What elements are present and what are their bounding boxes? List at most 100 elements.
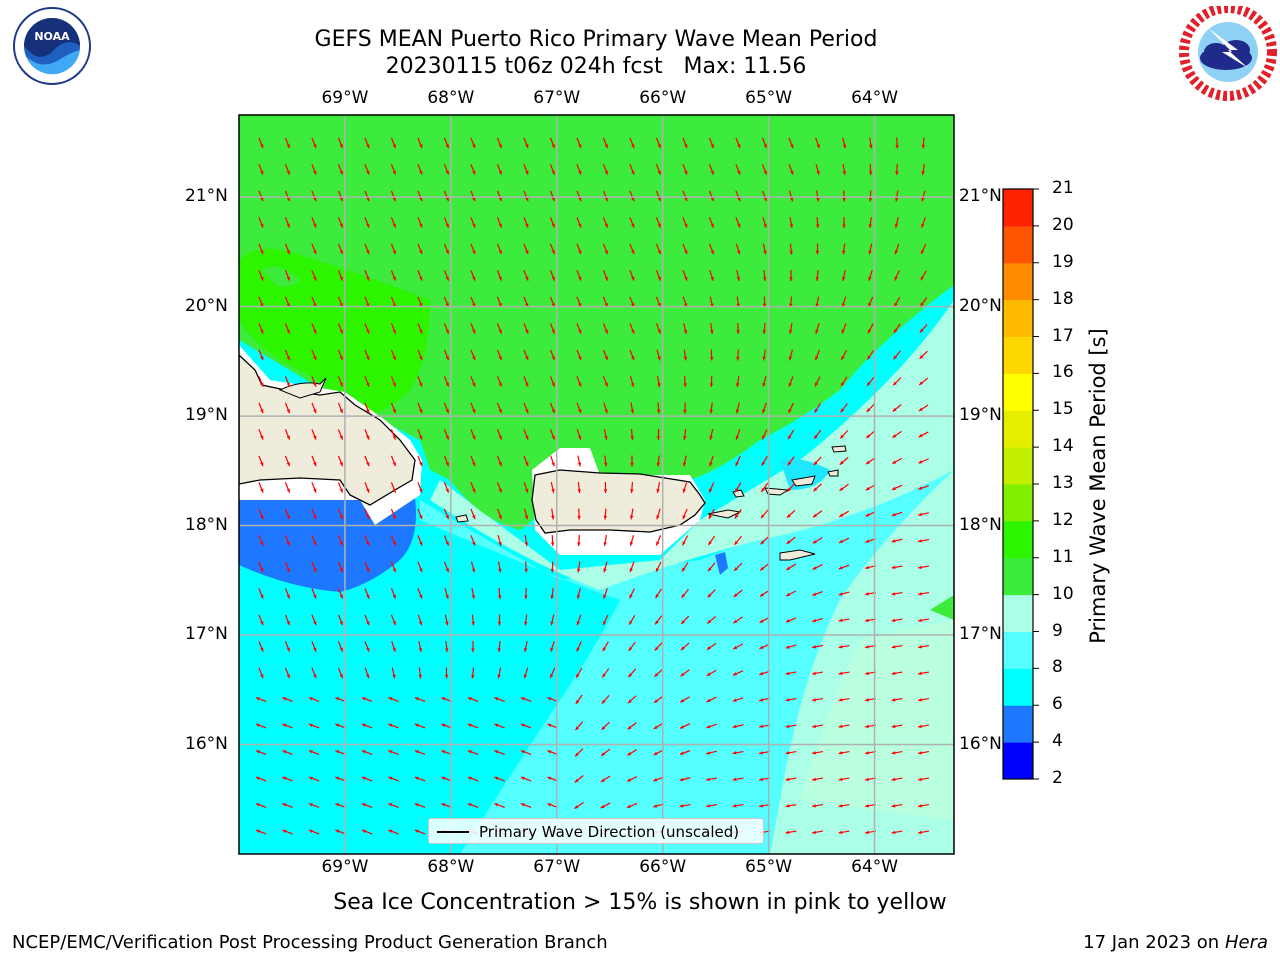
wave-arrow-141 [549, 270, 556, 281]
wave-arrow-248 [629, 376, 635, 387]
wave-arrow-604 [414, 750, 426, 755]
wave-arrow-8 [470, 137, 476, 149]
wave-arrow-127 [868, 243, 873, 255]
wave-arrow-331 [761, 455, 768, 467]
wave-arrow-432 [681, 562, 689, 572]
wave-arrow-504 [523, 640, 528, 653]
wave-arrow-609 [547, 750, 558, 755]
wave-arrow-150 [789, 269, 793, 282]
wave-arrow-180 [893, 296, 901, 308]
wave-arrow-97 [762, 217, 767, 228]
wave-arrow-496 [311, 641, 317, 652]
wave-arrow-2 [311, 137, 317, 149]
wave-arrow-311 [918, 431, 929, 438]
wave-arrow-424 [470, 561, 476, 573]
wave-arrow-332 [787, 456, 795, 466]
wave-arrow-175 [762, 296, 767, 308]
wave-arrow-253 [762, 376, 767, 387]
wave-arrow-61 [496, 190, 503, 202]
wave-arrow-233 [919, 350, 928, 360]
wave-arrow-69 [708, 190, 715, 202]
wave-arrow-566 [785, 697, 797, 702]
lat-label-left-1: 20°N [185, 295, 228, 316]
wave-arrow-47 [815, 164, 820, 175]
wave-arrow-102 [894, 217, 899, 228]
wave-arrow-415 [917, 538, 930, 543]
wave-arrow-529 [497, 667, 502, 679]
wave-arrow-556 [520, 697, 532, 702]
wave-arrow-430 [629, 561, 635, 573]
wave-arrow-73 [815, 190, 820, 202]
wave-arrow-422 [417, 561, 423, 573]
wave-arrow-325 [603, 455, 608, 467]
wave-arrow-266 [417, 402, 423, 414]
wave-arrow-391 [284, 535, 291, 546]
wave-arrow-189 [443, 323, 450, 334]
wave-arrow-648 [891, 777, 903, 782]
colorbar-segment-15 [1003, 189, 1033, 227]
wave-arrow-632 [467, 776, 479, 782]
wave-arrow-13 [602, 137, 609, 149]
wave-arrow-319 [443, 455, 450, 467]
wave-arrow-382 [734, 509, 742, 519]
colorbar-segment-7 [1003, 484, 1033, 522]
colorbar-tick-label-1: 20 [1052, 214, 1074, 235]
wave-arrow-42 [682, 164, 688, 175]
wave-arrow-154 [894, 270, 900, 281]
wave-arrow-92 [629, 217, 635, 228]
wave-arrow-361 [865, 484, 876, 491]
wave-arrow-698 [838, 830, 850, 835]
wave-arrow-111 [443, 243, 450, 255]
wave-arrow-71 [761, 190, 768, 202]
colorbar-segment-3 [1003, 631, 1033, 669]
wave-arrow-530 [523, 667, 529, 679]
wave-arrow-379 [656, 508, 661, 520]
wave-arrow-38 [576, 164, 582, 175]
lat-label-right-0: 21°N [959, 186, 1002, 207]
wave-arrow-532 [575, 667, 583, 679]
wave-arrow-9 [496, 137, 503, 149]
wave-arrow-482 [628, 614, 636, 626]
wave-arrow-151 [815, 269, 820, 282]
wave-arrow-140 [523, 270, 529, 281]
wave-arrow-46 [788, 164, 794, 175]
wave-arrow-300 [630, 428, 634, 441]
wave-arrow-636 [574, 775, 584, 783]
wave-arrow-464 [838, 591, 850, 596]
wave-arrow-258 [892, 377, 902, 386]
wave-arrow-373 [497, 508, 502, 520]
colorbar-segment-11 [1003, 336, 1033, 374]
wave-arrow-423 [443, 561, 450, 573]
colorbar-segment-10 [1003, 373, 1033, 411]
wave-arrow-390 [258, 535, 264, 546]
wave-arrow-242 [470, 376, 476, 387]
wave-arrow-434 [733, 562, 743, 572]
wave-arrow-388 [891, 511, 903, 517]
wave-arrow-515 [811, 644, 824, 649]
wave-arrow-261 [284, 402, 291, 414]
wave-arrow-32 [417, 164, 423, 175]
colorbar-segment-12 [1003, 299, 1033, 337]
wave-arrow-17 [708, 137, 715, 149]
colorbar-tick-label-5: 16 [1052, 362, 1074, 383]
wave-arrow-412 [838, 537, 850, 544]
wave-arrow-126 [842, 243, 846, 255]
colorbar-label: Primary Wave Mean Period [s] [1086, 328, 1110, 644]
wave-arrow-120 [682, 243, 688, 255]
wave-arrow-489 [812, 617, 823, 623]
wave-arrow-392 [311, 535, 317, 546]
wave-arrow-670 [785, 803, 797, 808]
wave-arrow-341 [337, 482, 344, 493]
wave-arrow-358 [786, 483, 796, 492]
wave-arrow-558 [575, 694, 583, 705]
wave-arrow-36 [523, 164, 529, 175]
wave-arrow-207 [919, 323, 928, 334]
wave-arrow-343 [390, 482, 397, 493]
wave-arrow-112 [470, 243, 476, 255]
wave-arrow-351 [603, 481, 608, 494]
wave-arrow-676 [255, 829, 267, 835]
colorbar [1002, 188, 1039, 780]
lon-label-top-1: 68°W [427, 88, 475, 108]
wave-arrow-78 [258, 217, 264, 228]
wave-arrow-271 [549, 402, 556, 414]
